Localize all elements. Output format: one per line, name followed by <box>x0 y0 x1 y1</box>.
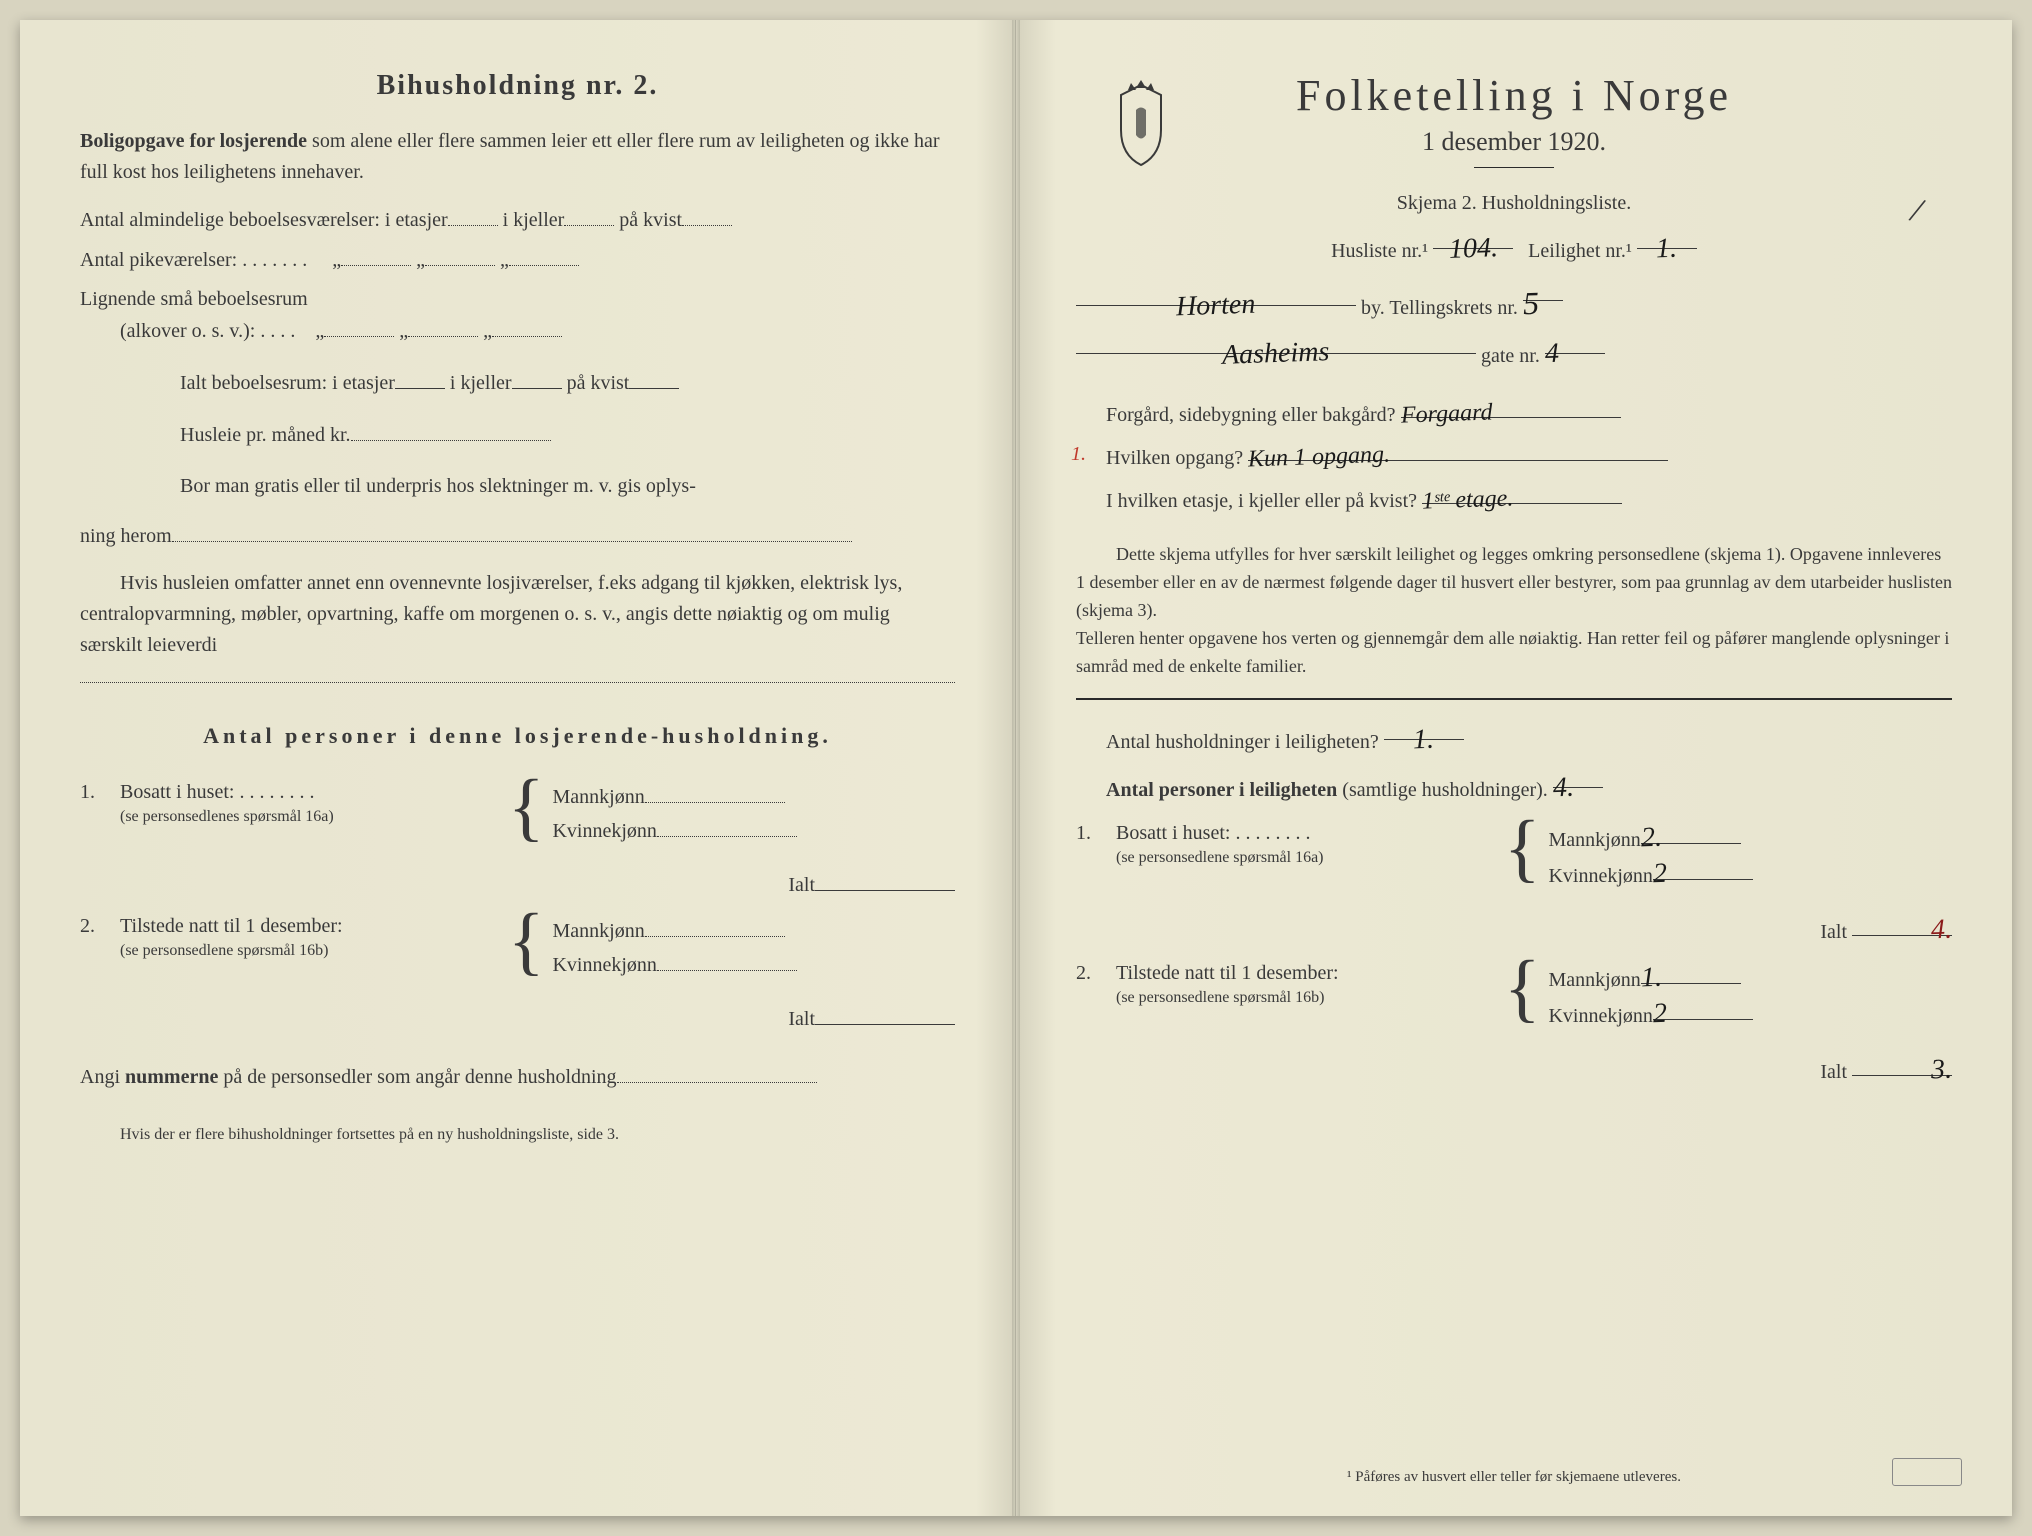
bosatt-row-r: 1. Bosatt i huset: . . . . . . . . (se p… <box>1076 822 1952 894</box>
tilstede-ialt-left: Ialt <box>80 1003 955 1031</box>
stamp-box <box>1892 1458 1962 1486</box>
line-pike: Antal pikeværelser: . . . . . . . „ „ „ <box>80 244 955 276</box>
left-heading: Bihusholdning nr. 2. <box>80 70 955 102</box>
intro-bold: Boligopgave for losjerende <box>80 130 307 152</box>
instructions: Dette skjema utfylles for hver særskilt … <box>1076 541 1952 680</box>
tilstede-row-r: 2. Tilstede natt til 1 desember: (se per… <box>1076 962 1952 1034</box>
coat-of-arms-icon <box>1106 80 1176 170</box>
bosatt-ialt-left: Ialt <box>80 869 955 897</box>
opgang-line: 1. Hvilken opgang? Kun 1 opgang. <box>1076 439 1952 474</box>
bosatt-ialt-r: Ialt 4. <box>1076 914 1952 944</box>
skjema-line: Skjema 2. Husholdningsliste. / <box>1076 188 1952 219</box>
line-ialt-beboelse: Ialt beboelsesrum: i etasjer i kjeller p… <box>180 367 955 399</box>
line-husleie: Husleie pr. måned kr. <box>180 419 955 451</box>
left-page: Bihusholdning nr. 2. Boligopgave for los… <box>20 20 1016 1516</box>
forgard-line: Forgård, sidebygning eller bakgård? Forg… <box>1076 396 1952 431</box>
main-title: Folketelling i Norge <box>1076 70 1952 121</box>
tilstede-row: 2. Tilstede natt til 1 desember: (se per… <box>80 915 955 983</box>
by-line: Horten by. Tellingskrets nr. 5 <box>1076 279 1952 324</box>
document-spread: Bihusholdning nr. 2. Boligopgave for los… <box>20 20 2012 1516</box>
gratis-line2: ning herom <box>80 520 955 552</box>
census-count-left: 1. Bosatt i huset: . . . . . . . . (se p… <box>80 781 955 1031</box>
gate-line: Aasheims gate nr. 4 <box>1076 332 1952 372</box>
red-marker: 1. <box>1071 439 1086 470</box>
antal-heading: Antal personer i denne losjerende-hushol… <box>80 719 955 753</box>
line-almindelige: Antal almindelige beboelsesværelser: i e… <box>80 204 955 236</box>
date-subtitle: 1 desember 1920. <box>1076 127 1952 157</box>
husliste-line: Husliste nr.¹ 104. Leilighet nr.¹ 1. <box>1076 227 1952 267</box>
census-count-right: 1. Bosatt i huset: . . . . . . . . (se p… <box>1076 822 1952 1084</box>
tilstede-ialt-r: Ialt 3. <box>1076 1054 1952 1084</box>
antal-pers-line: Antal personer i leiligheten (samtlige h… <box>1076 766 1952 806</box>
right-footnote: ¹ Påføres av husvert eller teller før sk… <box>1016 1469 2012 1486</box>
header: Folketelling i Norge 1 desember 1920. <box>1076 70 1952 168</box>
angi-line: Angi nummerne på de personsedler som ang… <box>80 1061 955 1093</box>
left-footnote: Hvis der er flere bihusholdninger fortse… <box>80 1123 955 1148</box>
intro-paragraph: Boligopgave for losjerende som alene ell… <box>80 126 955 188</box>
antal-hush-line: Antal husholdninger i leiligheten? 1. <box>1076 718 1952 758</box>
bosatt-row: 1. Bosatt i huset: . . . . . . . . (se p… <box>80 781 955 849</box>
hvis-paragraph: Hvis husleien omfatter annet enn ovennev… <box>80 568 955 661</box>
line-lignende: Lignende små beboelsesrum (alkover o. s.… <box>80 284 955 347</box>
etasje-line: I hvilken etasje, i kjeller eller på kvi… <box>1076 482 1952 517</box>
gratis-block: Bor man gratis eller til underpris hos s… <box>180 471 955 502</box>
right-page: Folketelling i Norge 1 desember 1920. Sk… <box>1016 20 2012 1516</box>
